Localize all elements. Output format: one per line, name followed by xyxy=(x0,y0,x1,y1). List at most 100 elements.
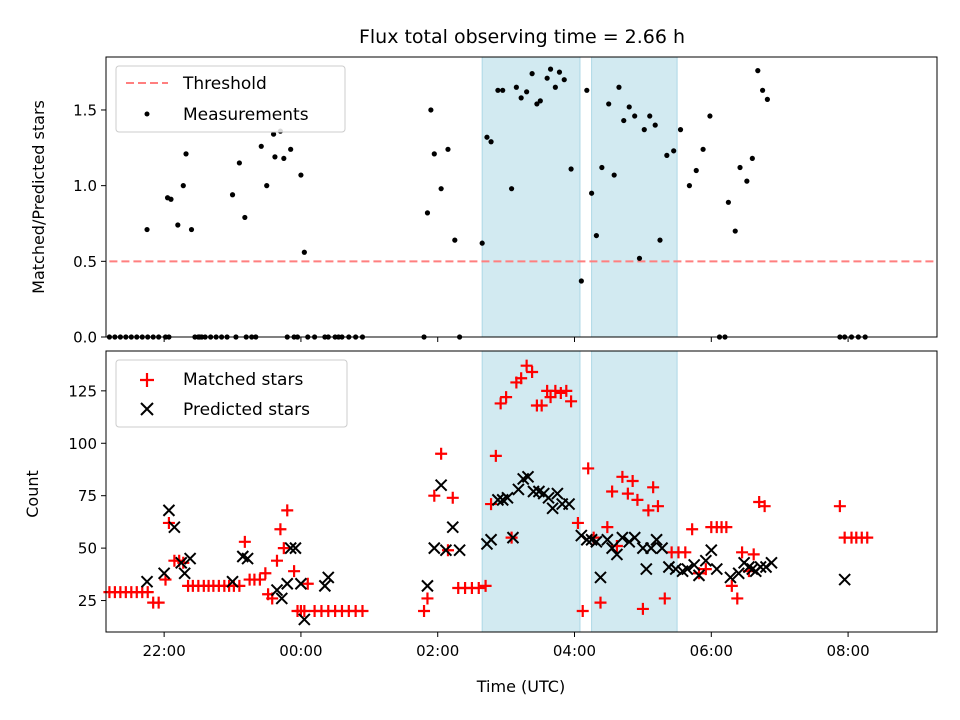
measurement-point xyxy=(270,131,277,137)
predicted-star-point xyxy=(699,554,713,567)
matched-star-point xyxy=(636,602,649,615)
predicted-star-point xyxy=(281,577,294,590)
matched-star-point xyxy=(238,535,251,548)
count-legend-box xyxy=(115,359,348,428)
predicted-star-point xyxy=(162,504,176,517)
predicted-star-point xyxy=(439,544,453,557)
predicted-star-point xyxy=(628,531,641,544)
measurement-point xyxy=(264,183,270,189)
legend-measurements-swatch xyxy=(144,111,150,117)
measurement-point xyxy=(428,107,434,113)
measurement-point xyxy=(737,164,743,171)
matched-star-point xyxy=(747,548,760,561)
measurement-point xyxy=(298,172,304,178)
predicted-star-point xyxy=(446,520,459,534)
measurement-point xyxy=(301,249,307,255)
predicted-star-point xyxy=(294,577,308,590)
matched-star-point xyxy=(500,391,513,404)
ratio-shaded-regions xyxy=(481,56,678,338)
legend-matched-swatch xyxy=(140,373,154,387)
predicted-star-point xyxy=(765,556,778,570)
measurement-point xyxy=(547,66,554,72)
predicted-star-point xyxy=(241,552,254,565)
matched-star-point xyxy=(435,447,448,460)
matched-star-point xyxy=(298,605,311,618)
matched-star-point xyxy=(549,384,562,397)
measurement-point xyxy=(524,89,530,95)
matched-star-point xyxy=(277,542,290,555)
matched-star-point xyxy=(651,500,664,513)
measurement-point xyxy=(175,222,181,228)
measurement-point xyxy=(258,143,264,149)
matched-star-point xyxy=(274,523,287,536)
measurement-point xyxy=(188,226,195,233)
predicted-star-point xyxy=(687,558,701,572)
y-tick-label: 0.5 xyxy=(73,253,97,271)
predicted-star-point xyxy=(610,548,624,561)
predicted-star-point xyxy=(298,613,311,626)
predicted-star-point xyxy=(580,533,594,546)
measurement-point xyxy=(508,186,515,192)
predicted-star-point xyxy=(681,562,694,576)
predicted-star-point xyxy=(434,479,448,492)
legend-predicted-label: Predicted stars xyxy=(183,400,310,420)
measurement-point xyxy=(518,95,524,101)
measurement-point xyxy=(144,226,150,233)
measurement-point xyxy=(578,278,584,284)
matched-star-point xyxy=(699,563,712,576)
predicted-star-point xyxy=(562,497,576,511)
predicted-star-point xyxy=(838,573,851,586)
y-tick-label: 100 xyxy=(68,435,97,453)
matched-star-point xyxy=(520,359,533,372)
predicted-star-point xyxy=(705,544,718,557)
matched-star-point xyxy=(621,487,634,500)
predicted-star-point xyxy=(453,544,466,557)
measurement-point xyxy=(593,232,599,239)
measurement-point xyxy=(599,164,605,171)
matched-star-point xyxy=(833,500,846,513)
measurement-point xyxy=(616,84,622,90)
ratio-legend: Threshold Measurements xyxy=(115,65,346,133)
matched-star-point xyxy=(582,462,595,475)
legend-threshold-label: Threshold xyxy=(182,74,267,94)
measurement-point xyxy=(584,87,590,93)
predicted-star-point xyxy=(421,579,434,593)
predicted-star-point xyxy=(605,541,619,555)
predicted-star-point xyxy=(655,541,669,555)
predicted-star-point xyxy=(168,520,181,534)
predicted-star-point xyxy=(178,567,191,580)
predicted-star-point xyxy=(428,541,441,555)
measurement-point xyxy=(236,160,242,166)
measurement-point xyxy=(725,199,731,205)
matched-star-point xyxy=(270,554,283,567)
predicted-star-point xyxy=(542,491,555,504)
measurement-point xyxy=(272,154,278,160)
ratio-plot-frame xyxy=(105,56,938,338)
ratio-legend-box xyxy=(115,65,346,133)
matched-star-point xyxy=(544,391,557,404)
matched-star-point xyxy=(631,493,644,506)
x-tick-label: 02:00 xyxy=(416,642,459,660)
measurement-point xyxy=(657,237,663,243)
matched-star-point xyxy=(647,481,660,494)
matched-star-point xyxy=(535,399,548,412)
measurement-point xyxy=(693,167,699,174)
predicted-star-point xyxy=(183,552,197,565)
measurement-point xyxy=(180,183,186,189)
measurement-point xyxy=(544,75,550,81)
measurement-point xyxy=(664,152,670,158)
legend-matched-label: Matched stars xyxy=(183,370,303,390)
count-x-axis: 22:00 00:00 02:00 04:00 06:00 08:00 xyxy=(143,632,870,660)
predicted-star-point xyxy=(521,470,535,484)
predicted-star-point xyxy=(512,483,525,496)
matched-star-point xyxy=(428,489,441,502)
predicted-star-point xyxy=(289,541,302,555)
shaded-observing-window xyxy=(591,56,678,338)
measurement-point xyxy=(431,151,437,157)
matched-star-point xyxy=(472,581,485,594)
shaded-observing-window xyxy=(591,350,678,633)
matched-star-point xyxy=(658,592,671,605)
matched-star-point xyxy=(606,485,619,498)
measurement-point xyxy=(242,214,248,221)
measurement-point xyxy=(759,87,766,93)
